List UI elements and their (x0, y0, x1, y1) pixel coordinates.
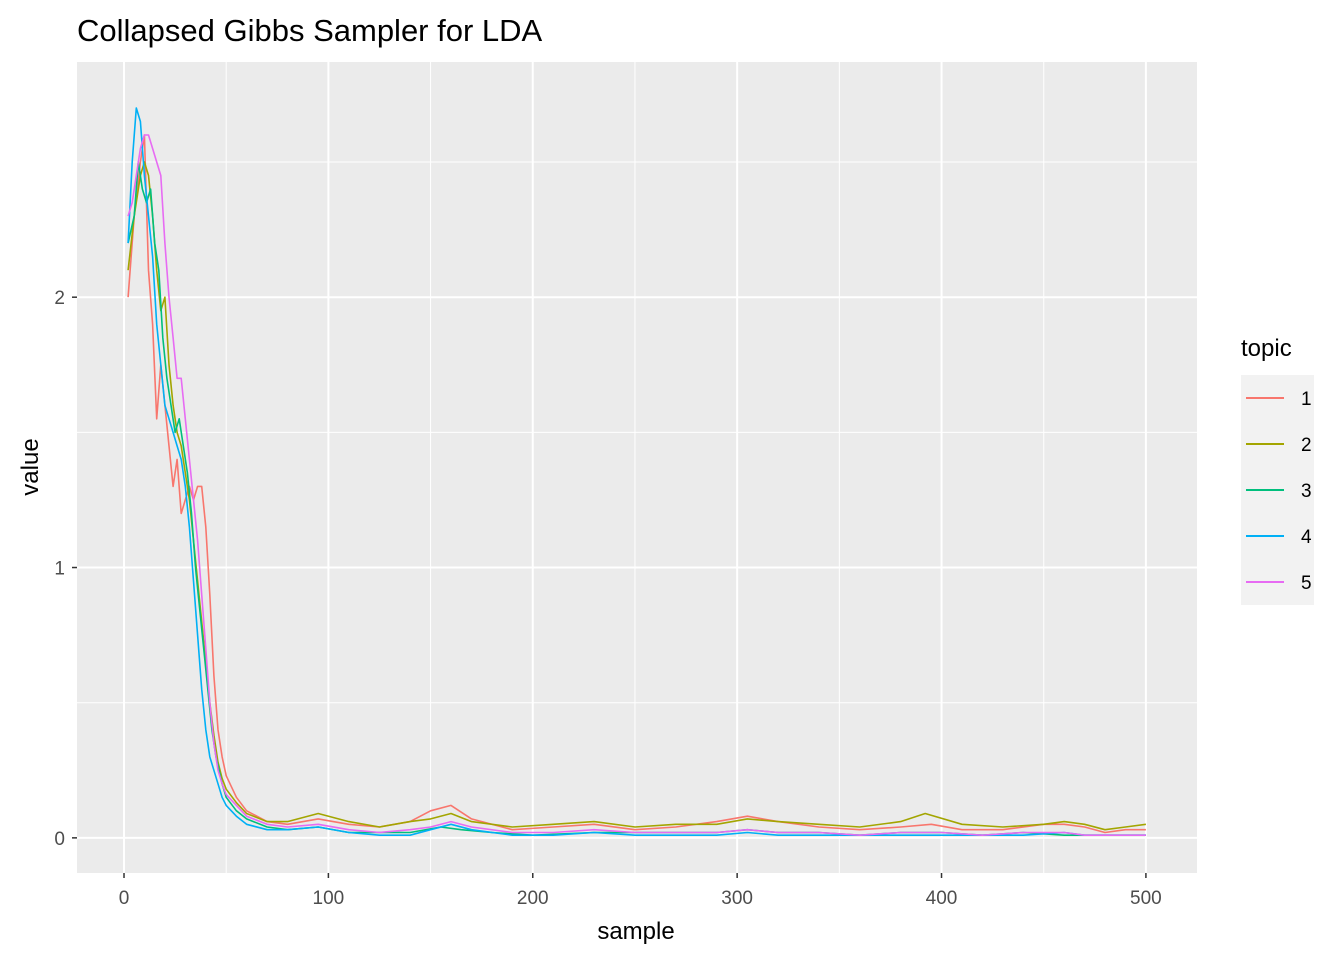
x-tick-label: 100 (313, 888, 345, 909)
x-axis-title: sample (597, 918, 674, 945)
x-tick-label: 500 (1130, 888, 1162, 909)
x-tick-label: 400 (926, 888, 958, 909)
grid-minor (77, 62, 1197, 873)
y-tick-label: 0 (54, 829, 65, 850)
legend-items: 1 2 3 4 5 (1246, 389, 1312, 594)
y-tick-label: 2 (54, 288, 65, 309)
chart-title: Collapsed Gibbs Sampler for LDA (77, 13, 543, 48)
legend-label-topic-1: 1 (1301, 389, 1312, 410)
series-layer (127, 107, 1147, 837)
legend-label-topic-4: 4 (1301, 527, 1312, 548)
legend-label-topic-5: 5 (1301, 573, 1312, 594)
x-tick-label: 300 (721, 888, 753, 909)
series-line-topic-5 (127, 134, 1146, 837)
y-axis-title: value (17, 438, 44, 495)
x-tick-label: 200 (517, 888, 549, 909)
series-line-topic-1 (127, 134, 1146, 834)
plot-panel (77, 62, 1197, 873)
y-tick-label: 1 (54, 559, 65, 580)
legend-label-topic-3: 3 (1301, 481, 1312, 502)
x-axis: 0 100 200 300 400 500 (119, 873, 1162, 909)
series-line-topic-2 (127, 161, 1147, 831)
grid-major (77, 62, 1197, 873)
legend-title: topic (1241, 335, 1292, 362)
x-tick-label: 0 (119, 888, 130, 909)
y-axis: 0 1 2 (54, 288, 77, 850)
legend: topic 1 2 3 4 5 (1241, 335, 1314, 605)
legend-label-topic-2: 2 (1301, 435, 1312, 456)
